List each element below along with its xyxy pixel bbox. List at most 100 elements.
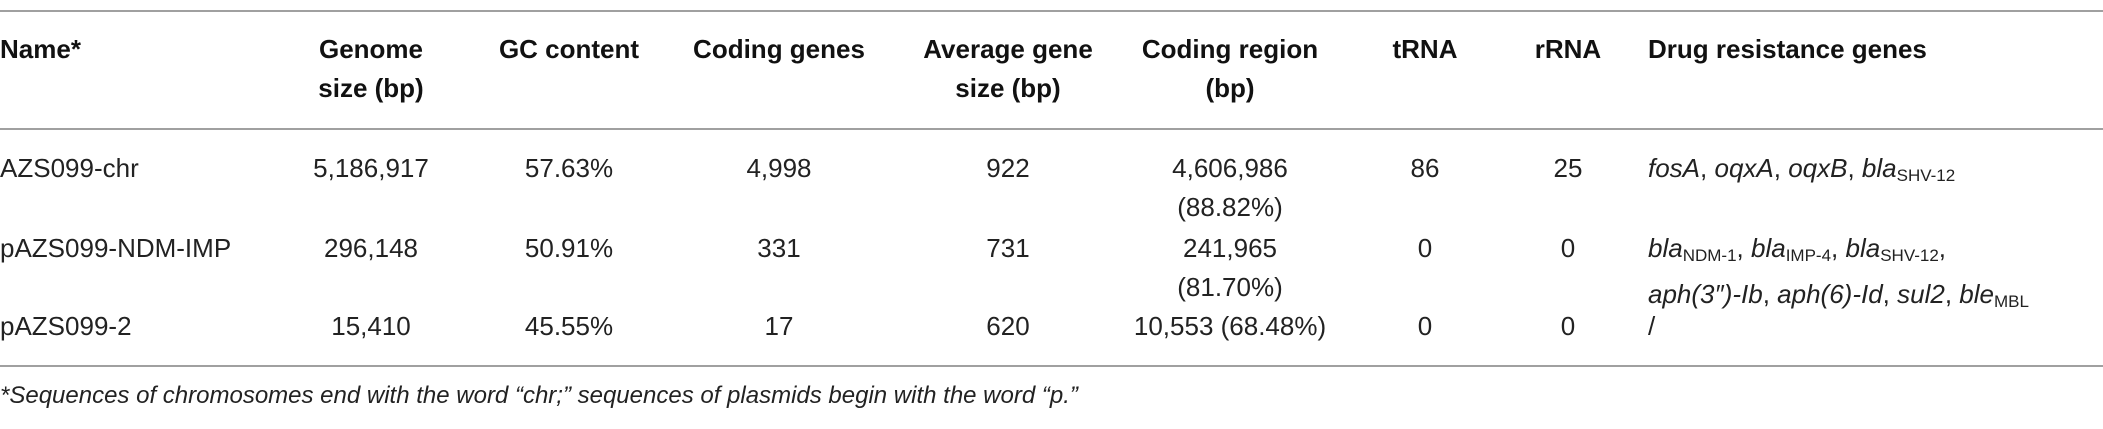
- header-cell: Coding region (bp): [1114, 30, 1346, 108]
- cell-line: size (bp): [955, 73, 1061, 103]
- separator: ,: [1831, 233, 1846, 263]
- separator: ,: [1773, 153, 1789, 183]
- header-rule: [0, 128, 2103, 130]
- header-cell: Genome size (bp): [286, 30, 456, 108]
- gene-name: bla: [1648, 233, 1683, 263]
- table-cell: /: [1648, 307, 2098, 346]
- gene-subscript: MBL: [1993, 292, 2029, 311]
- cell-line: Coding genes: [693, 34, 865, 64]
- cell-line: fosA, oqxA, oqxB, blaSHV-12: [1648, 149, 2098, 195]
- cell-line: 25: [1553, 153, 1583, 183]
- cell-line: blaNDM-1, blaIMP-4, blaSHV-12,: [1648, 229, 2098, 275]
- header-cell: rRNA: [1518, 30, 1618, 69]
- cell-line: 10,553 (68.48%): [1133, 311, 1327, 341]
- cell-line: 620: [986, 311, 1030, 341]
- cell-line: 731: [986, 233, 1030, 263]
- table-cell: fosA, oqxA, oqxB, blaSHV-12: [1648, 149, 2098, 195]
- table-cell: 45.55%: [464, 307, 674, 346]
- cell-line: 0: [1417, 311, 1433, 341]
- cell-line: Average gene: [923, 34, 1093, 64]
- table-cell: 10,553 (68.48%): [1114, 307, 1346, 346]
- header-cell: Average gene size (bp): [893, 30, 1123, 108]
- cell-line: 86: [1410, 153, 1440, 183]
- separator: ,: [1700, 153, 1715, 183]
- separator: ,: [1847, 153, 1862, 183]
- header-cell: Coding genes: [664, 30, 894, 69]
- table-cell: 0: [1518, 307, 1618, 346]
- cell-line: pAZS099-NDM-IMP: [0, 233, 232, 263]
- header-cell: Drug resistance genes: [1648, 30, 2098, 69]
- cell-line: 50.91%: [524, 233, 614, 263]
- top-rule: [0, 10, 2103, 12]
- cell-line: pAZS099-2: [0, 311, 132, 341]
- table-cell: 0: [1375, 307, 1475, 346]
- table-cell: 922: [893, 149, 1123, 188]
- cell-line: (bp): [1205, 73, 1255, 103]
- table-cell: 731: [893, 229, 1123, 268]
- cell-line: size (bp): [318, 73, 424, 103]
- gene-name: ble: [1959, 279, 1994, 309]
- cell-line: tRNA: [1392, 34, 1458, 64]
- gene-name: aph(6)-Id: [1777, 279, 1883, 309]
- footnote: *Sequences of chromosomes end with the w…: [0, 382, 1078, 409]
- cell-line: 17: [764, 311, 794, 341]
- table-cell: 0: [1375, 229, 1475, 268]
- cell-line: 296,148: [324, 233, 418, 263]
- table-cell: 241,965 (81.70%): [1114, 229, 1346, 307]
- cell-line: (88.82%): [1177, 192, 1283, 222]
- cell-line: GC content: [498, 34, 640, 64]
- cell-line: Name*: [0, 34, 81, 64]
- table-cell: pAZS099-2: [0, 307, 300, 346]
- cell-line: 5,186,917: [313, 153, 429, 183]
- cell-line: 0: [1560, 233, 1576, 263]
- cell-line: 0: [1417, 233, 1433, 263]
- gene-name: fosA: [1648, 153, 1701, 183]
- header-cell: GC content: [464, 30, 674, 69]
- gene-name: oqxA: [1714, 153, 1774, 183]
- gene-name: bla: [1845, 233, 1881, 263]
- gene-name: bla: [1861, 153, 1897, 183]
- table-cell: 296,148: [286, 229, 456, 268]
- gene-name: aph(3″)-Ib: [1648, 279, 1763, 309]
- gene-name: bla: [1751, 233, 1786, 263]
- gene-subscript: SHV-12: [1896, 166, 1956, 185]
- table-cell: 86: [1375, 149, 1475, 188]
- cell-line: 4,998: [746, 153, 812, 183]
- cell-line: AZS099-chr: [0, 153, 139, 183]
- cell-line: 57.63%: [524, 153, 614, 183]
- table-cell: 620: [893, 307, 1123, 346]
- gene-subscript: SHV-12: [1880, 246, 1939, 265]
- separator: ,: [1944, 279, 1960, 309]
- separator: ,: [1882, 279, 1898, 309]
- table-cell: 50.91%: [464, 229, 674, 268]
- cell-line: 0: [1560, 311, 1576, 341]
- table-cell: 25: [1518, 149, 1618, 188]
- cell-line: 45.55%: [524, 311, 614, 341]
- cell-line: 241,965: [1183, 233, 1277, 263]
- table-cell: 17: [664, 307, 894, 346]
- cell-line: 4,606,986: [1172, 153, 1288, 183]
- table-cell: 57.63%: [464, 149, 674, 188]
- cell-line: Coding region: [1141, 34, 1319, 64]
- separator: ,: [1762, 279, 1778, 309]
- header-cell: tRNA: [1375, 30, 1475, 69]
- gene-name: sul2: [1897, 279, 1945, 309]
- separator: ,: [1938, 233, 1947, 263]
- gene-subscript: NDM-1: [1682, 246, 1737, 265]
- cell-line: /: [1648, 307, 2098, 346]
- bottom-rule: [0, 365, 2103, 367]
- table-cell: 15,410: [286, 307, 456, 346]
- table-cell: 5,186,917: [286, 149, 456, 188]
- cell-line: rRNA: [1534, 34, 1602, 64]
- table-cell: 4,606,986 (88.82%): [1114, 149, 1346, 227]
- table-cell: blaNDM-1, blaIMP-4, blaSHV-12, aph(3″)-Ib…: [1648, 229, 2098, 321]
- separator: /: [1648, 311, 1656, 341]
- cell-line: 15,410: [331, 311, 411, 341]
- separator: ,: [1736, 233, 1751, 263]
- table-cell: AZS099-chr: [0, 149, 300, 188]
- header-cell: Name*: [0, 30, 300, 69]
- gene-subscript: IMP-4: [1785, 246, 1832, 265]
- table-cell: 331: [664, 229, 894, 268]
- cell-line: Drug resistance genes: [1648, 34, 1927, 64]
